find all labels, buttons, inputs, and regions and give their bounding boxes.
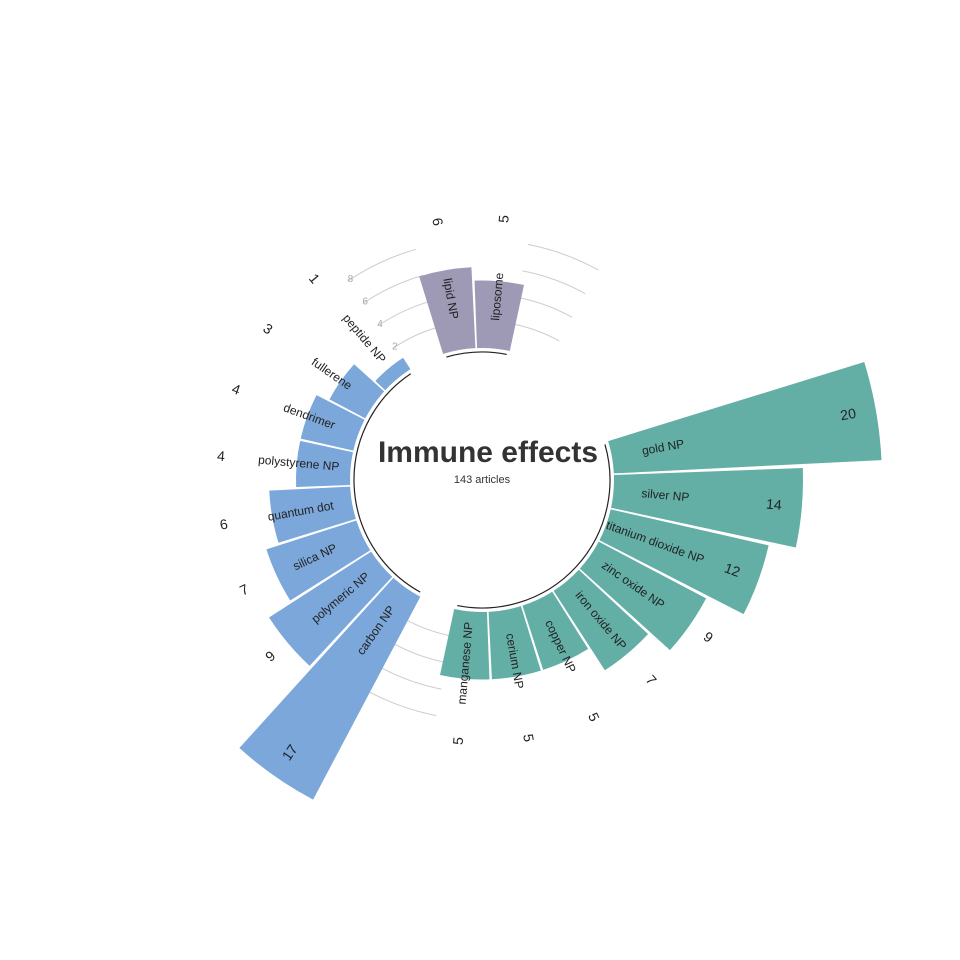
value-label: 9 <box>262 647 278 664</box>
bar <box>608 362 882 474</box>
group-baseline-arc <box>446 351 507 358</box>
bar <box>611 467 803 548</box>
bar <box>474 280 524 351</box>
value-label: 4 <box>230 380 243 398</box>
group-baseline-arc <box>457 444 611 609</box>
value-label: 6 <box>429 217 446 228</box>
value-label: 20 <box>839 405 857 423</box>
value-label: 1 <box>306 270 323 286</box>
bars-layer <box>239 267 882 800</box>
bar <box>269 551 393 666</box>
gridline-arc <box>377 300 431 327</box>
bar <box>239 577 421 800</box>
bar <box>266 520 371 601</box>
gridline-arc <box>378 665 442 690</box>
y-tick-label: 8 <box>348 274 354 285</box>
gridline-arc <box>517 296 573 318</box>
bar <box>419 267 476 354</box>
value-label: 9 <box>701 628 717 646</box>
bar <box>296 440 353 487</box>
gridline-arc <box>527 243 599 271</box>
gridline-arc <box>522 270 586 295</box>
bar <box>300 395 365 451</box>
bar <box>375 357 411 391</box>
bar <box>553 569 649 671</box>
value-label: 5 <box>495 214 512 223</box>
y-tick-label: 4 <box>377 319 383 330</box>
gridline-arc <box>362 274 424 304</box>
value-label: 12 <box>722 560 742 580</box>
value-label: 7 <box>643 672 660 688</box>
value-label: 7 <box>237 581 251 599</box>
y-tick-label: 6 <box>362 297 368 308</box>
gridline-arc <box>347 248 416 282</box>
bar <box>440 609 490 680</box>
gridline-arc <box>404 618 452 637</box>
bar <box>329 364 385 419</box>
gridline-arc <box>365 689 437 717</box>
chart-title: Immune effects <box>378 436 598 469</box>
gridline-arc <box>391 642 447 664</box>
bar <box>599 509 769 615</box>
value-label: 5 <box>585 710 603 724</box>
category-label: silver NP <box>641 486 690 504</box>
gridline-arc <box>512 323 560 342</box>
group-baseline-arc <box>353 373 421 593</box>
gridline-arc <box>392 326 439 349</box>
value-label: 6 <box>219 516 230 533</box>
bar <box>269 486 356 543</box>
value-label: 3 <box>260 320 276 338</box>
value-label: 14 <box>766 496 783 513</box>
bar <box>522 591 589 670</box>
value-label: 5 <box>450 736 467 745</box>
chart-subtitle: 143 articles <box>454 474 511 486</box>
category-label: liposome <box>488 272 506 321</box>
y-tick-label: 2 <box>392 342 398 353</box>
bar <box>488 606 541 680</box>
bar <box>579 541 707 651</box>
value-label: 5 <box>520 733 537 744</box>
value-label: 4 <box>217 448 226 465</box>
